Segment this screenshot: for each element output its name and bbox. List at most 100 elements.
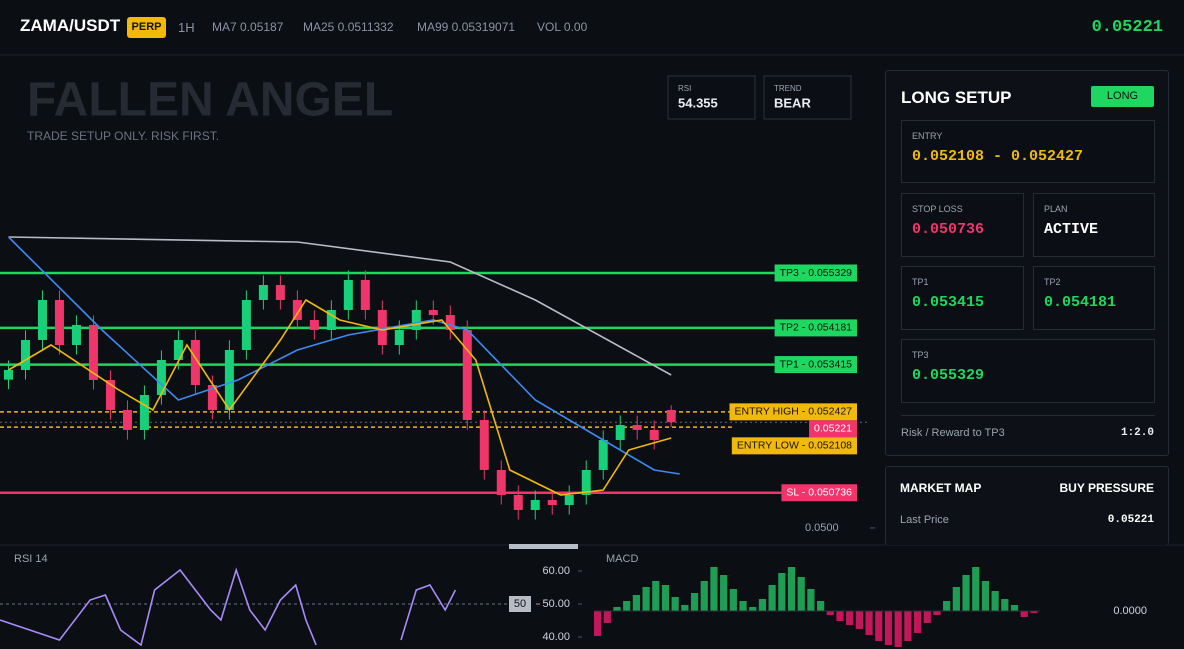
candle-body: [54, 299, 64, 345]
candle-body: [445, 315, 455, 330]
line-series: [8, 298, 672, 496]
level-label: TP3 - 0.055329: [780, 267, 853, 279]
rsi-title: RSI 14: [14, 553, 48, 565]
macd-bar: [1030, 611, 1038, 613]
macd-bar: [1001, 599, 1009, 611]
divider: [901, 415, 1155, 416]
macd-bar: [865, 611, 873, 635]
candle-body: [224, 349, 234, 410]
macd-bar: [720, 575, 728, 611]
perp-badge: PERP: [127, 17, 166, 38]
long-badge: LONG: [1091, 86, 1154, 107]
macd-bar: [913, 611, 922, 633]
y-tick-label: 60.00: [542, 565, 570, 577]
reference-label: 50: [514, 598, 526, 610]
macd-bar: [981, 581, 990, 611]
macd-bar: [962, 575, 970, 611]
rr-value: 1:2.0: [1120, 427, 1154, 439]
macd-bar: [749, 607, 757, 611]
candle-body: [394, 329, 404, 345]
candle-body: [496, 469, 506, 495]
last-price-value: 0.05221: [1107, 514, 1154, 526]
overlay-labels: 0.0500 TP3 - 0.055329 TP2 - 0.054181 TP1 - …: [509, 264, 875, 643]
candle-body: [377, 309, 387, 345]
candle-body: [88, 325, 98, 380]
level-label: ENTRY LOW - 0.052108: [737, 440, 852, 452]
macd-bar: [700, 581, 708, 611]
candle-body: [615, 425, 625, 440]
last-price: 0.05221: [1091, 18, 1163, 37]
candle-body: [462, 329, 472, 420]
tp1-value: 0.053415: [912, 294, 985, 311]
macd-bar: [710, 567, 718, 611]
tp3-label: TP3: [912, 350, 929, 360]
candle-body: [547, 499, 557, 505]
market-map-card: MARKET MAP BUY PRESSURE Last Price 0.052…: [885, 466, 1169, 545]
timeframe[interactable]: 1H: [178, 20, 195, 35]
macd-bar: [787, 567, 796, 611]
macd-bar: [807, 589, 815, 611]
tp2-label: TP2: [1044, 277, 1061, 287]
plan-value: ACTIVE: [1044, 221, 1099, 238]
level-tag: [774, 356, 857, 374]
macd-bar: [1020, 611, 1028, 617]
candle-body: [156, 359, 166, 395]
level-tag: [774, 319, 857, 337]
macd-bar: [632, 595, 640, 611]
tp3-box: TP3 0.055329: [901, 339, 1155, 403]
candle-body: [598, 439, 608, 470]
candle-body: [20, 339, 30, 370]
macd-bar: [952, 587, 960, 611]
overlay-title: FALLEN ANGEL: [27, 74, 393, 127]
macd-bar: [855, 611, 863, 629]
level-tag: [809, 420, 857, 438]
market-map-title: MARKET MAP: [900, 481, 982, 495]
entry-box: ENTRY 0.052108 - 0.052427: [901, 120, 1155, 183]
setup-card: LONG SETUP LONG ENTRY 0.052108 - 0.05242…: [885, 70, 1169, 456]
ma99-readout: MA99 0.05319071: [417, 20, 516, 34]
macd-bar: [894, 611, 902, 647]
candle-body: [292, 299, 302, 320]
macd-bar: [904, 611, 912, 641]
candle-body: [530, 499, 540, 510]
candle-body: [190, 339, 200, 385]
ma7-readout: MA7 0.05187: [212, 20, 284, 34]
macd-bar: [778, 573, 786, 611]
candle-body: [360, 279, 370, 310]
tp1-label: TP1: [912, 277, 929, 287]
candle-body: [37, 299, 47, 340]
candle-body: [649, 429, 659, 440]
candle-body: [258, 285, 268, 300]
macd-bar: [671, 597, 679, 611]
scroll-handle[interactable]: [509, 544, 578, 549]
level-tag: [729, 403, 857, 421]
candle-body: [275, 285, 285, 300]
rsi-box-label: RSI: [678, 84, 691, 93]
tp3-value: 0.055329: [912, 367, 985, 384]
stop-label: STOP LOSS: [912, 204, 963, 214]
stop-box: STOP LOSS 0.050736: [901, 193, 1024, 257]
price-plot: [0, 236, 870, 520]
candle-body: [666, 409, 676, 423]
macd-bar: [690, 593, 699, 611]
macd-bar: [661, 585, 670, 611]
rsi-plot: [0, 567, 508, 647]
candle-body: [581, 469, 591, 495]
candle-body: [122, 409, 132, 430]
macd-bar: [817, 601, 825, 611]
candle-body: [207, 385, 217, 410]
ma25-readout: MA25 0.0511332: [303, 20, 394, 34]
market-map-status: BUY PRESSURE: [1059, 481, 1154, 495]
level-label: TP2 - 0.054181: [780, 322, 853, 334]
entry-label: ENTRY: [912, 131, 943, 141]
y-tick-label: 50.00: [542, 598, 570, 610]
macd-bar: [923, 611, 931, 623]
candle-body: [632, 425, 642, 430]
macd-bar: [875, 611, 883, 641]
macd-bar: [729, 589, 737, 611]
macd-bar: [594, 611, 602, 636]
candle-body: [3, 369, 13, 380]
macd-bar: [768, 585, 776, 611]
candle-body: [428, 309, 438, 315]
symbol: ZAMA/USDT: [20, 16, 121, 35]
